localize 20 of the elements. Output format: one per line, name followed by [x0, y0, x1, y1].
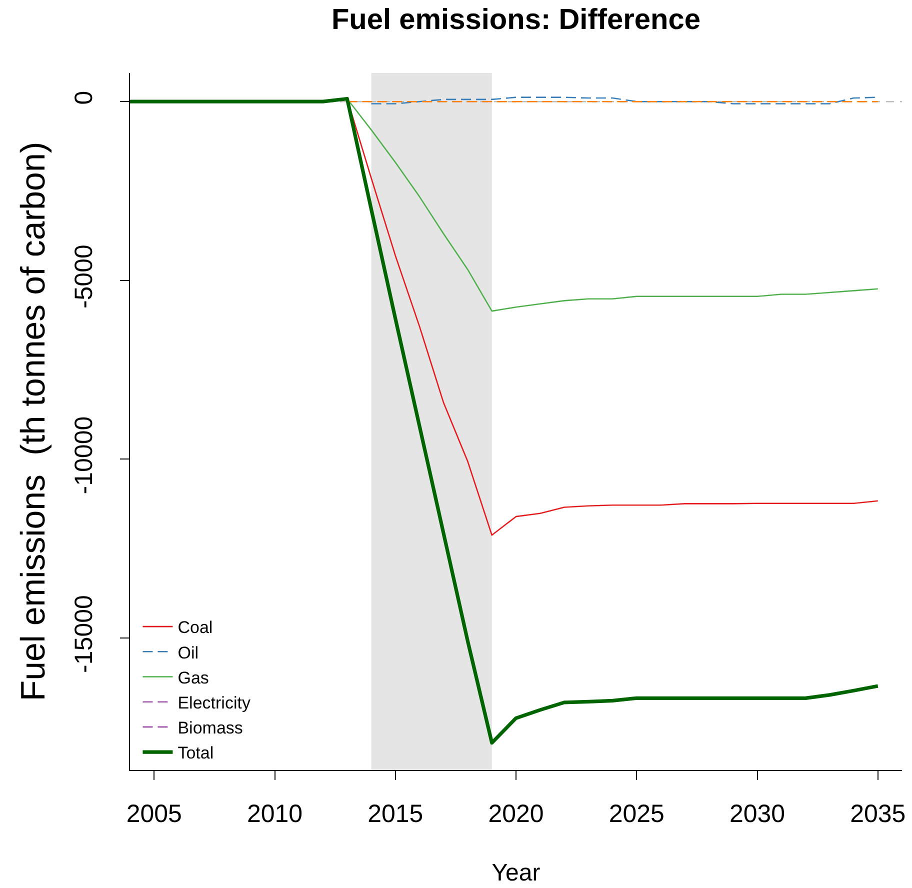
legend-label: Gas	[178, 668, 209, 688]
x-tick-label: 2020	[488, 800, 544, 828]
x-tick-label: 2010	[246, 800, 303, 828]
legend-label: Oil	[178, 643, 198, 662]
y-tick-label: 0	[70, 90, 98, 105]
x-tick-label: 2005	[126, 800, 182, 828]
x-tick-label: 2025	[608, 800, 664, 828]
y-tick-label: -5000	[70, 244, 98, 309]
x-tick-label: 2015	[368, 800, 424, 828]
y-axis-title: Fuel emissions (th tonnes of carbon)	[14, 142, 52, 702]
legend-label: Total	[178, 744, 214, 763]
x-tick-label: 2035	[850, 800, 906, 828]
legend-label: Biomass	[178, 718, 243, 738]
y-tick-label: -15000	[70, 595, 98, 673]
x-tick-label: 2030	[729, 800, 786, 828]
chart-title: Fuel emissions: Difference	[331, 4, 701, 36]
x-axis-title: Year	[492, 859, 540, 886]
legend-label: Electricity	[178, 693, 251, 712]
y-tick-label: -10000	[70, 416, 98, 494]
legend-label: Coal	[178, 618, 213, 638]
